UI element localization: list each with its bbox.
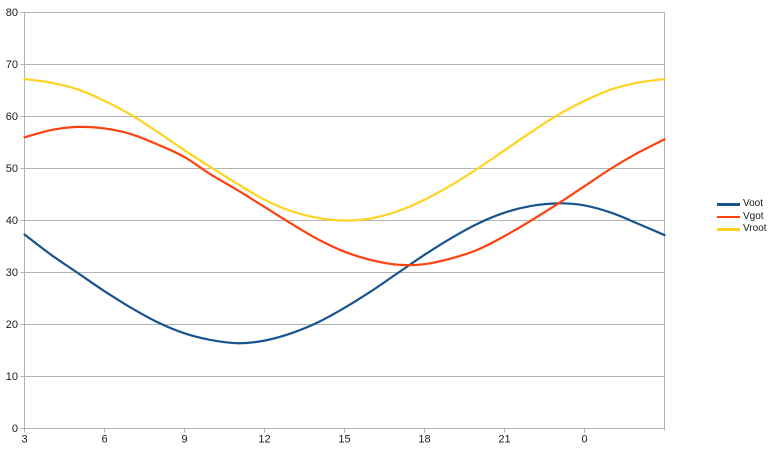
legend-item-voot: Voot xyxy=(717,198,767,211)
x-tick-label: 15 xyxy=(338,434,350,446)
legend-swatch-vroot xyxy=(717,228,740,231)
x-tick-label: 9 xyxy=(181,434,187,446)
series-line-vroot xyxy=(23,77,666,222)
series-line-voot xyxy=(23,202,666,345)
y-tick-label: 40 xyxy=(6,215,18,227)
axis-ticks xyxy=(20,12,585,433)
y-tick-label: 30 xyxy=(6,267,18,279)
x-tick-label: 21 xyxy=(498,434,510,446)
x-tick-label: 12 xyxy=(258,434,270,446)
y-tick-label: 60 xyxy=(6,111,18,123)
y-tick-label: 50 xyxy=(6,163,18,175)
y-tick-label: 0 xyxy=(12,423,18,435)
x-tick-label: 6 xyxy=(101,434,107,446)
axis-labels: 0 10 20 30 40 50 60 70 80 3 6 9 12 15 18 21 0 xyxy=(6,7,588,446)
x-tick-label: 3 xyxy=(21,434,27,446)
legend-label: Vroot xyxy=(743,223,767,235)
series-line-vgot xyxy=(23,125,666,267)
y-tick-label: 80 xyxy=(6,7,18,19)
legend-item-vgot: Vgot xyxy=(717,211,767,224)
y-tick-label: 20 xyxy=(6,319,18,331)
legend: Voot Vgot Vroot xyxy=(717,198,767,236)
y-tick-label: 10 xyxy=(6,371,18,383)
legend-label: Voot xyxy=(743,198,764,210)
legend-label: Vgot xyxy=(743,210,764,222)
legend-item-vroot: Vroot xyxy=(717,223,767,236)
legend-swatch-voot xyxy=(717,203,740,206)
series-lines xyxy=(23,77,666,345)
x-tick-label: 18 xyxy=(418,434,430,446)
legend-swatch-vgot xyxy=(717,215,740,218)
x-tick-label: 0 xyxy=(581,434,587,446)
y-tick-label: 70 xyxy=(6,59,18,71)
